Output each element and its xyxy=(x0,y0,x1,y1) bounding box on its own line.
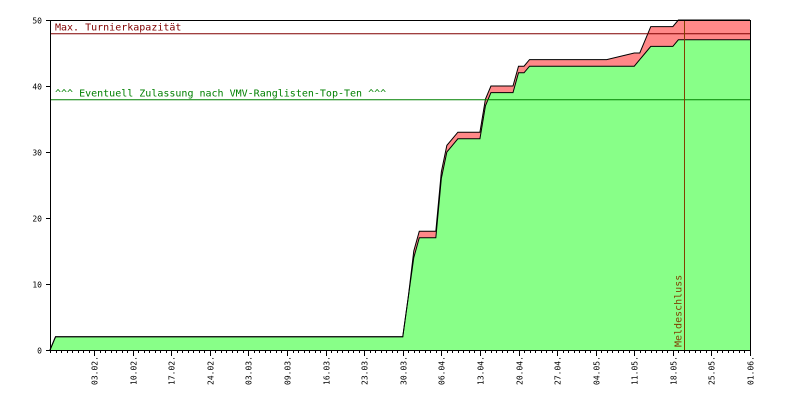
x-tick-label: 24.02. xyxy=(207,356,216,385)
x-tick-label: 09.03. xyxy=(284,356,293,385)
y-axis-ticks: 0 10 20 30 40 50 xyxy=(32,17,50,356)
x-tick-label: 17.02. xyxy=(168,356,177,385)
reference-line-label-0: Max. Turnierkapazität xyxy=(55,23,181,34)
reference-lines: Max. Turnierkapazität ^^^ Eventuell Zulas… xyxy=(50,23,750,101)
x-axis-ticks: 03.02. 10.02. 17.02. 24.02. 03.03. 09.03. 16.0… xyxy=(50,350,756,385)
y-tick-label-50: 50 xyxy=(32,17,42,26)
x-tick-label: 10.02. xyxy=(130,356,139,385)
series-line-upper xyxy=(49,19,750,351)
y-tick-label-30: 30 xyxy=(32,149,42,158)
x-tick-label: 03.02. xyxy=(91,356,100,385)
y-tick-label-10: 10 xyxy=(32,281,42,290)
area-series-lower xyxy=(50,39,750,351)
y-tick-label-0: 0 xyxy=(37,347,42,356)
y-tick-label-20: 20 xyxy=(32,215,42,224)
y-tick-label-40: 40 xyxy=(32,83,42,92)
deadline-marker: Meldeschluss xyxy=(674,20,685,350)
x-tick-label: 01.06. xyxy=(747,356,756,385)
reference-line-label-1: ^^^ Eventuell Zulassung nach VMV-Ranglis… xyxy=(55,89,386,100)
x-tick-label: 18.05. xyxy=(670,356,679,385)
x-tick-label: 06.04. xyxy=(438,356,447,385)
x-tick-label: 04.05. xyxy=(593,356,602,385)
deadline-label: Meldeschluss xyxy=(674,275,685,347)
x-tick-label: 27.04. xyxy=(554,356,563,385)
x-tick-label: 03.03. xyxy=(245,356,254,385)
x-tick-label: 13.04. xyxy=(477,356,486,385)
x-tick-label: 20.04. xyxy=(516,356,525,385)
x-tick-label: 23.03. xyxy=(361,356,370,385)
plot-area xyxy=(49,19,750,351)
x-tick-label: 30.03. xyxy=(400,356,409,385)
x-tick-label: 25.05. xyxy=(708,356,717,385)
x-tick-label: 11.05. xyxy=(631,356,640,385)
series-line-lower xyxy=(49,39,750,351)
x-tick-label: 16.03. xyxy=(323,356,332,385)
